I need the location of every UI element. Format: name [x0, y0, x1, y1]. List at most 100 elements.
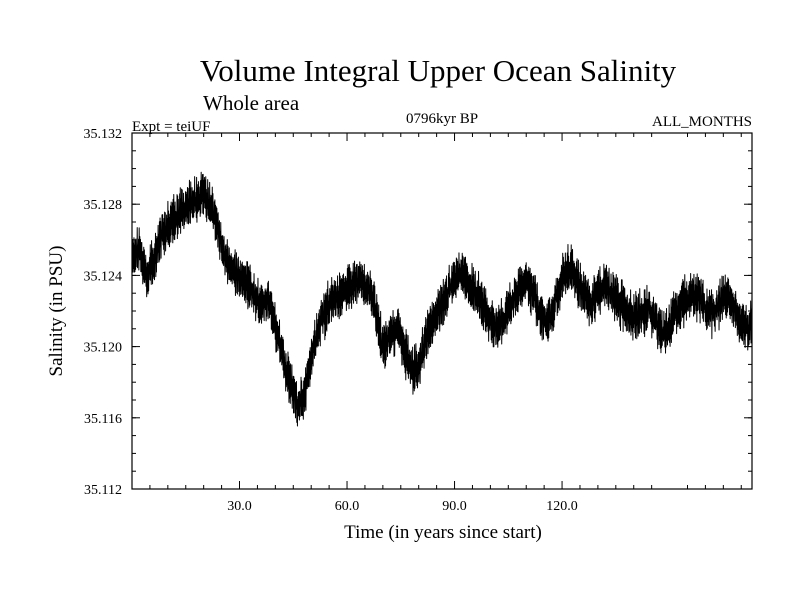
salinity-data-point — [575, 278, 577, 280]
salinity-data-point — [640, 314, 642, 316]
salinity-data-point — [683, 301, 685, 303]
salinity-data-point — [432, 319, 434, 321]
x-tick-label: 120.0 — [546, 499, 578, 514]
salinity-data-point — [468, 282, 470, 284]
y-tick-label: 35.112 — [84, 483, 122, 498]
salinity-data-point — [726, 296, 728, 298]
salinity-data-point — [446, 292, 448, 294]
chart-subtitle: Whole area — [203, 91, 300, 115]
salinity-data-point — [396, 324, 398, 326]
salinity-data-point — [712, 312, 714, 314]
period-label: 0796kyr BP — [406, 111, 478, 127]
salinity-data-point — [740, 324, 742, 326]
salinity-data-point — [167, 225, 169, 227]
salinity-data-point — [346, 289, 348, 291]
salinity-data-point — [360, 278, 362, 280]
salinity-data-point — [583, 294, 585, 296]
salinity-data-point — [224, 257, 226, 259]
salinity-data-point — [160, 235, 162, 237]
salinity-data-point — [181, 210, 183, 212]
axis-ticks: 30.0 60.0 90.0 120.0 35.112 35.116 35.120 35.12… — [84, 127, 752, 514]
salinity-data-point — [253, 292, 255, 294]
salinity-data-point — [260, 306, 262, 308]
salinity-data-point — [296, 403, 298, 405]
salinity-data-point — [332, 301, 334, 303]
salinity-data-point — [174, 217, 176, 219]
salinity-data-point — [568, 267, 570, 269]
salinity-data-point — [611, 294, 613, 296]
salinity-data-point — [554, 299, 556, 301]
salinity-data-point — [547, 328, 549, 330]
salinity-data-point — [382, 349, 384, 351]
salinity-data-point — [231, 267, 233, 269]
salinity-data-point — [540, 314, 542, 316]
salinity-data-point — [289, 381, 291, 383]
salinity-data-point — [504, 317, 506, 319]
salinity-data-point — [145, 274, 147, 276]
y-tick-label: 35.132 — [84, 127, 123, 142]
salinity-data-point — [411, 371, 413, 373]
salinity-data-point — [704, 306, 706, 308]
x-tick-label: 60.0 — [335, 499, 360, 514]
salinity-data-point — [525, 282, 527, 284]
salinity-data-point — [461, 271, 463, 273]
salinity-data-point — [203, 194, 205, 196]
x-tick-label: 90.0 — [442, 499, 467, 514]
salinity-data-point — [747, 328, 749, 330]
salinity-data-point — [375, 310, 377, 312]
salinity-data-point — [418, 363, 420, 365]
salinity-series-line — [131, 171, 753, 427]
salinity-data-point — [403, 349, 405, 351]
series-layer — [131, 171, 753, 427]
salinity-data-point — [633, 317, 635, 319]
y-tick-label: 35.128 — [84, 198, 123, 213]
salinity-data-point — [188, 203, 190, 205]
salinity-data-point — [532, 292, 534, 294]
salinity-data-point — [618, 301, 620, 303]
salinity-data-point — [353, 283, 355, 285]
salinity-data-point — [690, 292, 692, 294]
salinity-data-point — [389, 337, 391, 339]
salinity-data-point — [153, 260, 155, 262]
salinity-data-point — [274, 324, 276, 326]
salinity-data-point — [282, 355, 284, 357]
salinity-data-point — [719, 303, 721, 305]
salinity-data-point — [210, 205, 212, 207]
y-axis-label: Salinity (in PSU) — [46, 246, 67, 377]
plot-frame — [131, 132, 753, 490]
salinity-data-point — [454, 278, 456, 280]
months-label: ALL_MONTHS — [652, 114, 752, 130]
y-tick-label: 35.120 — [84, 341, 123, 356]
salinity-data-point — [439, 306, 441, 308]
salinity-data-point — [303, 395, 305, 397]
salinity-data-point — [310, 355, 312, 357]
x-axis-label: Time (in years since start) — [344, 522, 542, 543]
salinity-data-point — [482, 306, 484, 308]
salinity-data-point — [590, 301, 592, 303]
salinity-data-point — [676, 310, 678, 312]
salinity-data-point — [733, 306, 735, 308]
salinity-data-point — [647, 306, 649, 308]
salinity-data-point — [368, 289, 370, 291]
chart-title: Volume Integral Upper Ocean Salinity — [200, 53, 677, 88]
salinity-data-point — [518, 289, 520, 291]
salinity-data-point — [239, 274, 241, 276]
experiment-label: Expt = teiUF — [132, 119, 210, 135]
salinity-data-point — [669, 324, 671, 326]
salinity-data-point — [217, 228, 219, 230]
salinity-data-point — [597, 290, 599, 292]
salinity-data-point — [654, 319, 656, 321]
salinity-data-point — [339, 294, 341, 296]
salinity-data-point — [489, 321, 491, 323]
salinity-data-point — [626, 310, 628, 312]
salinity-data-point — [511, 301, 513, 303]
salinity-data-point — [475, 292, 477, 294]
salinity-data-point — [561, 278, 563, 280]
salinity-data-point — [497, 328, 499, 330]
salinity-data-point — [138, 248, 140, 250]
salinity-data-point — [425, 337, 427, 339]
salinity-data-point — [317, 328, 319, 330]
salinity-data-point — [604, 282, 606, 284]
